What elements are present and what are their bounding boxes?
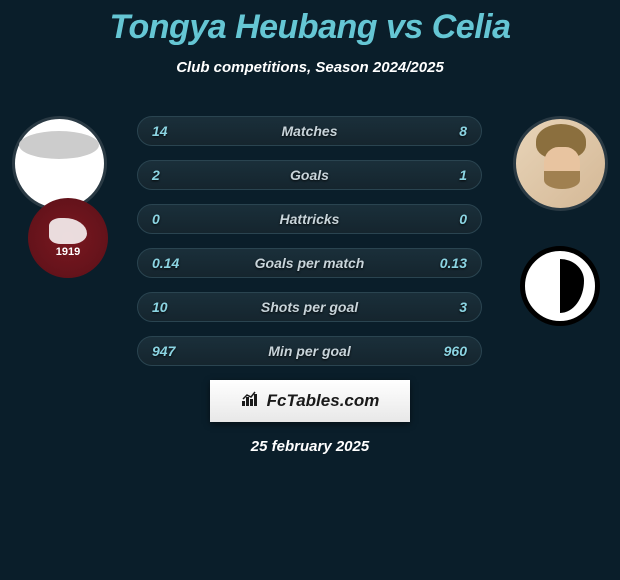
table-row: 14 Matches 8	[137, 116, 482, 146]
table-row: 2 Goals 1	[137, 160, 482, 190]
stat-label: Shots per goal	[261, 299, 358, 315]
table-row: 0 Hattricks 0	[137, 204, 482, 234]
page-subtitle: Club competitions, Season 2024/2025	[0, 59, 620, 76]
page-title: Tongya Heubang vs Celia	[0, 0, 620, 47]
stat-left-value: 0.14	[152, 255, 179, 271]
player-left-avatar	[12, 116, 107, 211]
footer-date: 25 february 2025	[0, 438, 620, 455]
table-row: 947 Min per goal 960	[137, 336, 482, 366]
shield-icon	[536, 259, 584, 313]
stat-left-value: 10	[152, 299, 168, 315]
chart-icon	[241, 391, 261, 412]
stat-label: Matches	[281, 123, 337, 139]
stat-right-value: 960	[444, 343, 467, 359]
stat-left-value: 947	[152, 343, 175, 359]
club-right-logo	[520, 246, 600, 326]
placeholder-icon	[19, 131, 99, 159]
stat-left-value: 14	[152, 123, 168, 139]
player-right-avatar	[513, 116, 608, 211]
stat-left-value: 2	[152, 167, 160, 183]
stat-label: Goals	[290, 167, 329, 183]
brand-text: FcTables.com	[267, 391, 380, 411]
stat-left-value: 0	[152, 211, 160, 227]
table-row: 10 Shots per goal 3	[137, 292, 482, 322]
stat-right-value: 0	[459, 211, 467, 227]
stat-right-value: 0.13	[440, 255, 467, 271]
player-face-icon	[516, 119, 605, 208]
stat-label: Min per goal	[268, 343, 350, 359]
stat-right-value: 3	[459, 299, 467, 315]
stat-label: Hattricks	[280, 211, 340, 227]
stats-table: 14 Matches 8 2 Goals 1 0 Hattricks 0 0.1…	[137, 116, 482, 366]
stat-right-value: 1	[459, 167, 467, 183]
club-left-year: 1919	[56, 246, 80, 258]
comparison-panel: 1919 14 Matches 8 2 Goals 1 0 Hattricks …	[0, 116, 620, 366]
stat-right-value: 8	[459, 123, 467, 139]
stat-label: Goals per match	[255, 255, 365, 271]
table-row: 0.14 Goals per match 0.13	[137, 248, 482, 278]
club-left-logo: 1919	[28, 198, 108, 278]
horse-icon	[49, 218, 87, 244]
brand-badge: FcTables.com	[210, 380, 410, 422]
